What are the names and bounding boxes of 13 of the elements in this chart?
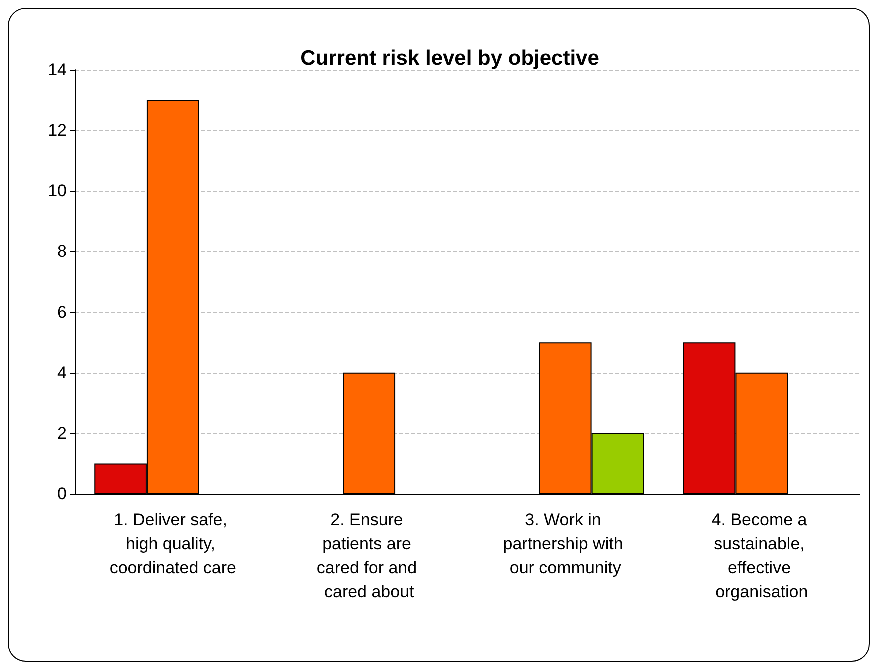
chart-title: Current risk level by objective bbox=[300, 47, 600, 70]
y-tick-label: 0 bbox=[58, 484, 67, 504]
x-tick-label: 2. Ensure patients are cared for and cared about bbox=[316, 510, 422, 602]
y-tick-label: 2 bbox=[58, 424, 67, 443]
x-tick-label: 4. Become a sustainable, effective organisation bbox=[712, 510, 812, 602]
y-tick-label: 6 bbox=[58, 302, 67, 322]
y-tick-label: 8 bbox=[58, 242, 67, 262]
y-tick-label: 14 bbox=[48, 60, 67, 80]
x-tick-label: 1. Deliver safe, high quality, coordinated care bbox=[110, 510, 236, 578]
y-tick-label: 4 bbox=[58, 363, 67, 382]
y-tick-label: 12 bbox=[48, 121, 67, 140]
y-tick-label: 10 bbox=[48, 182, 67, 201]
x-tick-label: 3. Work in partnership with our community bbox=[503, 510, 628, 578]
